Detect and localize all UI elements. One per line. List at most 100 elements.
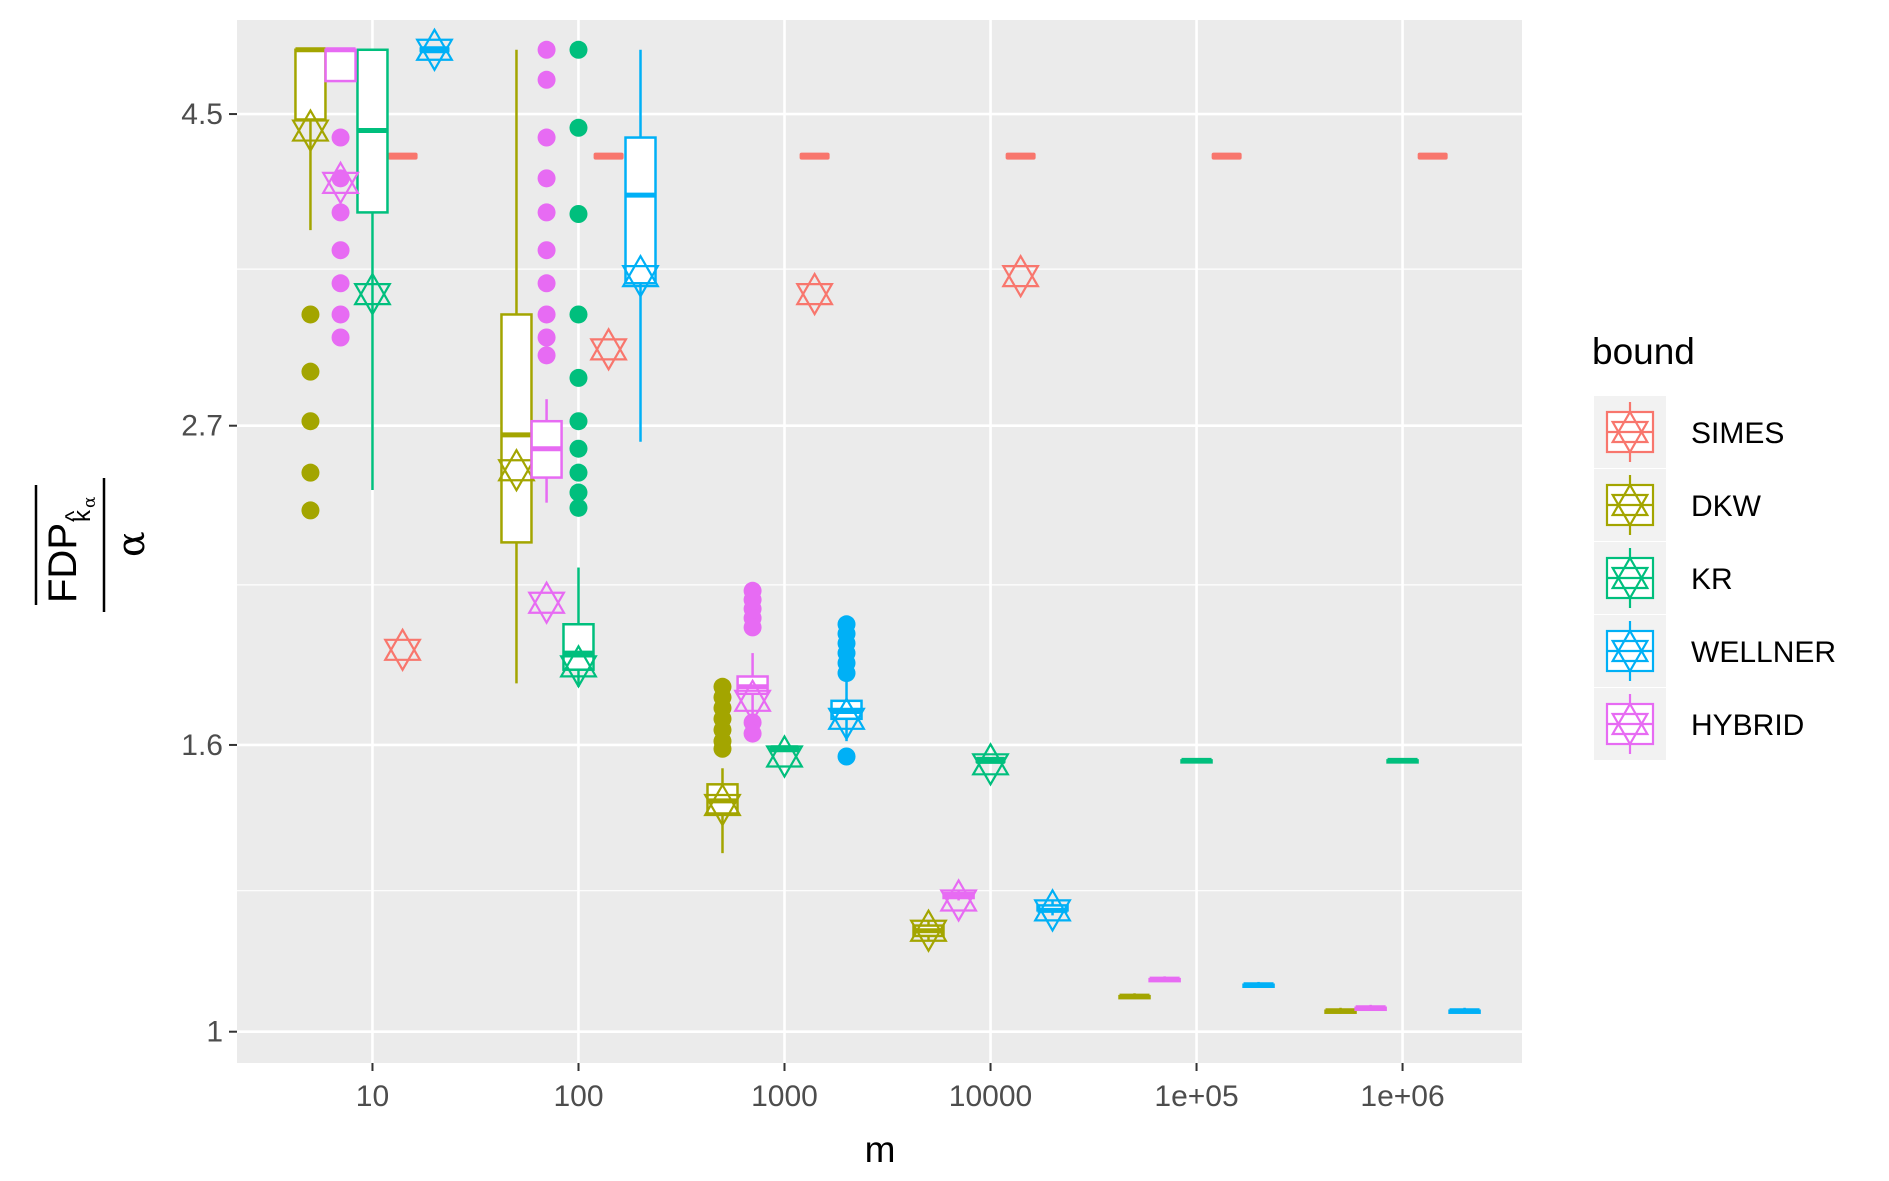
mean-star-down [291,119,330,153]
mean-star-up [559,644,598,678]
mean-star [733,678,772,724]
outlier-point [837,747,856,766]
mean-star-down [795,283,834,317]
legend-key-star [1610,701,1650,747]
outlier-point [301,412,320,431]
outlier-point [569,498,588,517]
legend-label-dkw: DKW [1691,490,1762,523]
mean-star-down [939,889,978,923]
outlier-point [331,274,350,293]
outlier-point [331,328,350,347]
mean-star [383,627,422,673]
series-dkw [291,47,1357,1014]
outlier-point [569,463,588,482]
legend-key-star-up [1610,555,1650,590]
box [294,48,327,121]
mean-star-up [795,271,834,306]
outlier-point [569,412,588,431]
outlier-point [713,739,732,758]
mean-star-up [353,271,392,306]
legend-key-star [1610,482,1650,528]
outlier-point [743,618,762,637]
mean-star-down [383,638,422,673]
mean-star-up [497,448,536,482]
x-tick-label: 10 [356,1080,389,1113]
outlier-point [569,368,588,387]
outlier-point [537,203,556,222]
y-title-subsubscript: α [80,496,100,508]
box-flat [387,152,418,160]
mean-star-down [1033,899,1072,933]
outlier-point [537,328,556,347]
mean-star-up [1001,253,1040,288]
outlier-point [569,118,588,137]
box [500,313,533,544]
outlier-point [537,169,556,188]
legend-key-star-up [1610,409,1650,444]
x-tick-label: 100 [553,1080,603,1113]
mean-star-down [765,745,804,779]
x-tick-label: 1e+06 [1360,1080,1444,1113]
mean-star-down [321,171,360,206]
x-tick-label: 10000 [949,1080,1032,1113]
mean-star-up [1033,888,1072,922]
legend-key-star [1610,555,1650,601]
mean-star [909,908,948,953]
legend-key-star-down [1610,712,1650,747]
y-title-denominator: α [109,531,153,557]
outlier-point [569,483,588,502]
legend-key-star-down [1610,420,1650,455]
legend-key-wellner [1594,615,1666,687]
mean-star-up [733,678,772,712]
x-axis: 10 100 1000 10000 1e+05 1e+06 [356,1063,1445,1113]
legend-key-star [1610,409,1650,455]
mean-star-down [497,459,536,493]
box-flat [419,46,450,54]
y-axis-title: FDP k α ^ α [34,478,153,612]
box [324,48,357,83]
series-kr [353,40,1419,787]
outlier-point [537,40,556,59]
mean-star [621,253,660,299]
outlier-point [301,501,320,520]
mean-star [321,160,360,206]
mean-star-up [321,160,360,194]
mean-star [527,580,566,625]
mean-star-down [703,793,742,828]
plot-panel [237,20,1522,1063]
outlier-point [537,346,556,365]
mean-star-down [909,919,948,953]
mean-star [795,271,834,317]
legend-key-hybrid [1594,688,1666,760]
series-simes [383,152,1448,673]
mean-star-down [527,591,566,625]
mean-star [1001,253,1040,299]
legend-key-star-down [1610,493,1650,528]
mean-star [971,742,1010,787]
mean-star [765,734,804,779]
mean-star [827,696,866,742]
mean-star-down [733,689,772,724]
outlier-point [569,205,588,224]
x-tick-label: 1000 [751,1080,818,1113]
grid-major [237,20,1522,1063]
legend-key-star-up [1610,482,1650,517]
mean-star [703,782,742,828]
mean-star-up [527,580,566,614]
series-hybrid [321,40,1387,1012]
mean-star-down [559,655,598,689]
outlier-point [537,241,556,260]
mean-star-up [765,734,804,768]
y-title-hat: ^ [61,510,88,522]
marks [291,27,1481,1014]
outlier-point [837,664,856,683]
outlier-point [301,463,320,482]
legend-title: bound [1592,331,1695,372]
mean-star-down [353,283,392,317]
outlier-point [537,70,556,89]
mean-star-up [703,782,742,817]
outlier-point [537,128,556,147]
mean-star-up [827,696,866,730]
outlier-point [331,203,350,222]
